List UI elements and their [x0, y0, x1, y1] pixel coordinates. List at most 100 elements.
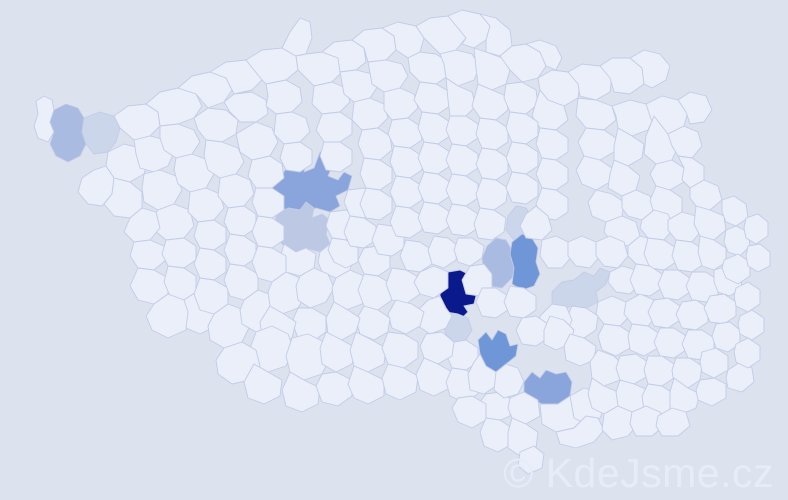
district[interactable] [331, 269, 371, 311]
district[interactable] [419, 331, 455, 365]
district[interactable] [383, 87, 419, 121]
district[interactable] [629, 263, 663, 297]
district[interactable] [339, 69, 379, 103]
district[interactable] [417, 201, 451, 235]
district[interactable] [669, 377, 701, 415]
district[interactable] [445, 173, 479, 207]
district[interactable] [519, 205, 553, 241]
district[interactable] [357, 273, 393, 311]
district[interactable] [381, 363, 419, 401]
district-usti-nad-orlici[interactable] [509, 233, 541, 291]
district[interactable] [161, 237, 197, 269]
district[interactable] [675, 299, 709, 331]
district[interactable] [389, 175, 423, 209]
district[interactable] [639, 209, 675, 241]
district[interactable] [699, 347, 729, 379]
district[interactable] [475, 177, 509, 211]
district[interactable] [295, 267, 335, 309]
district[interactable] [319, 331, 357, 373]
district[interactable] [417, 171, 451, 205]
district[interactable] [349, 331, 387, 373]
district[interactable] [733, 281, 761, 313]
district[interactable] [281, 371, 321, 413]
district[interactable] [367, 59, 409, 93]
district[interactable] [615, 353, 649, 385]
district[interactable] [315, 111, 353, 143]
district[interactable] [193, 219, 227, 251]
district[interactable] [321, 39, 367, 73]
district[interactable] [575, 97, 617, 131]
district[interactable] [643, 355, 675, 387]
district[interactable] [475, 147, 509, 181]
district[interactable] [343, 215, 377, 249]
district[interactable] [643, 237, 677, 271]
district[interactable] [251, 187, 285, 219]
district[interactable] [505, 141, 539, 175]
district[interactable] [251, 215, 285, 249]
district[interactable] [387, 299, 425, 335]
district[interactable] [311, 81, 351, 115]
district[interactable] [667, 211, 703, 243]
district[interactable] [471, 83, 509, 121]
district[interactable] [505, 111, 539, 145]
district[interactable] [505, 171, 539, 205]
district[interactable] [389, 145, 423, 179]
district[interactable] [445, 143, 479, 177]
district[interactable] [535, 157, 569, 191]
district[interactable] [539, 235, 573, 269]
district[interactable] [223, 233, 257, 267]
district[interactable] [439, 49, 481, 87]
district[interactable] [413, 81, 451, 115]
district[interactable] [417, 111, 451, 145]
district[interactable] [387, 117, 423, 149]
district[interactable] [577, 127, 617, 161]
district[interactable] [347, 365, 385, 405]
district[interactable] [467, 353, 497, 395]
district[interactable] [385, 267, 421, 305]
district[interactable] [351, 97, 389, 131]
district[interactable] [723, 225, 751, 257]
district-sokolov[interactable] [81, 111, 121, 155]
district[interactable] [743, 213, 769, 245]
district[interactable] [671, 239, 705, 273]
district[interactable] [689, 179, 723, 211]
district[interactable] [475, 117, 509, 151]
district[interactable] [629, 49, 671, 89]
district[interactable] [243, 363, 283, 405]
district[interactable] [427, 235, 459, 269]
district[interactable] [515, 315, 549, 347]
district[interactable] [563, 333, 597, 367]
district[interactable] [657, 269, 691, 301]
district[interactable] [145, 87, 203, 127]
district[interactable] [703, 293, 737, 325]
district[interactable] [247, 155, 285, 189]
district[interactable] [475, 287, 509, 319]
district[interactable] [123, 207, 161, 243]
district[interactable] [223, 91, 269, 123]
district[interactable] [629, 405, 665, 437]
district[interactable] [413, 265, 449, 299]
district[interactable] [649, 159, 685, 191]
district[interactable] [567, 63, 613, 101]
district[interactable] [493, 363, 525, 399]
district[interactable] [319, 141, 353, 173]
district[interactable] [677, 91, 713, 125]
district[interactable] [113, 103, 161, 141]
district[interactable] [613, 127, 645, 167]
district[interactable] [223, 205, 257, 237]
district[interactable] [129, 239, 167, 271]
district[interactable] [445, 77, 477, 117]
district-cheb[interactable] [49, 103, 87, 163]
district[interactable] [417, 141, 451, 175]
district[interactable] [589, 349, 625, 387]
district[interactable] [721, 253, 751, 285]
district[interactable] [535, 127, 569, 161]
district[interactable] [503, 81, 539, 115]
district[interactable] [193, 247, 227, 281]
district[interactable] [451, 395, 487, 429]
district[interactable] [357, 127, 393, 161]
district[interactable] [279, 141, 313, 173]
district[interactable] [399, 239, 433, 273]
district[interactable] [653, 327, 687, 359]
district[interactable] [473, 207, 507, 241]
